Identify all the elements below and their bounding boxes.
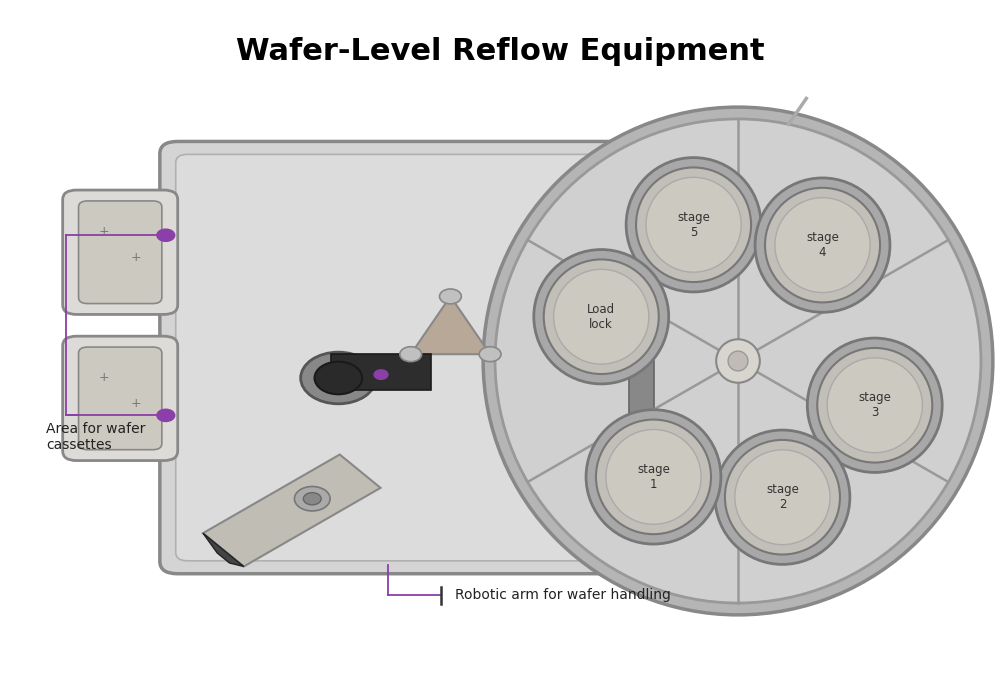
Polygon shape	[203, 455, 381, 566]
Ellipse shape	[544, 259, 659, 374]
Ellipse shape	[606, 429, 701, 524]
Ellipse shape	[716, 339, 760, 383]
Ellipse shape	[827, 358, 922, 453]
Circle shape	[440, 289, 461, 304]
Ellipse shape	[725, 440, 840, 555]
FancyBboxPatch shape	[79, 347, 162, 450]
Text: Load
lock: Load lock	[587, 303, 615, 331]
Ellipse shape	[775, 197, 870, 292]
Circle shape	[294, 486, 330, 511]
Text: stage
5: stage 5	[677, 211, 710, 239]
Ellipse shape	[596, 420, 711, 534]
Ellipse shape	[765, 188, 880, 303]
Circle shape	[315, 362, 362, 394]
Text: stage
2: stage 2	[766, 483, 799, 511]
Text: Robotic arm for wafer handling: Robotic arm for wafer handling	[455, 588, 671, 603]
Text: +: +	[99, 226, 110, 238]
Ellipse shape	[483, 107, 993, 615]
Ellipse shape	[817, 348, 932, 462]
Ellipse shape	[626, 158, 761, 292]
Circle shape	[400, 347, 422, 362]
FancyBboxPatch shape	[79, 201, 162, 303]
FancyBboxPatch shape	[63, 336, 178, 460]
Ellipse shape	[735, 450, 830, 545]
Ellipse shape	[636, 167, 751, 282]
Circle shape	[479, 347, 501, 362]
Text: +: +	[131, 251, 141, 264]
Text: Wafer-Level Reflow Equipment: Wafer-Level Reflow Equipment	[236, 37, 764, 66]
Circle shape	[301, 352, 376, 404]
FancyBboxPatch shape	[160, 142, 652, 574]
Text: +: +	[99, 372, 110, 385]
Text: stage
1: stage 1	[637, 463, 670, 491]
Circle shape	[157, 409, 175, 422]
Circle shape	[374, 370, 388, 379]
Polygon shape	[203, 533, 244, 566]
FancyBboxPatch shape	[63, 190, 178, 314]
Text: stage
3: stage 3	[858, 391, 891, 419]
Ellipse shape	[646, 178, 741, 272]
Text: Area for wafer
cassettes: Area for wafer cassettes	[46, 422, 145, 453]
Ellipse shape	[534, 250, 669, 384]
Ellipse shape	[728, 351, 748, 371]
Polygon shape	[331, 354, 431, 389]
Polygon shape	[411, 297, 490, 354]
Circle shape	[303, 493, 321, 505]
Ellipse shape	[495, 119, 981, 603]
Bar	[629, 305, 654, 427]
Ellipse shape	[755, 178, 890, 312]
Ellipse shape	[554, 269, 649, 364]
Circle shape	[157, 229, 175, 241]
Text: +: +	[131, 397, 141, 410]
FancyBboxPatch shape	[176, 154, 636, 561]
Ellipse shape	[586, 409, 721, 544]
Ellipse shape	[715, 430, 850, 564]
Ellipse shape	[807, 338, 942, 473]
Text: stage
4: stage 4	[806, 231, 839, 259]
